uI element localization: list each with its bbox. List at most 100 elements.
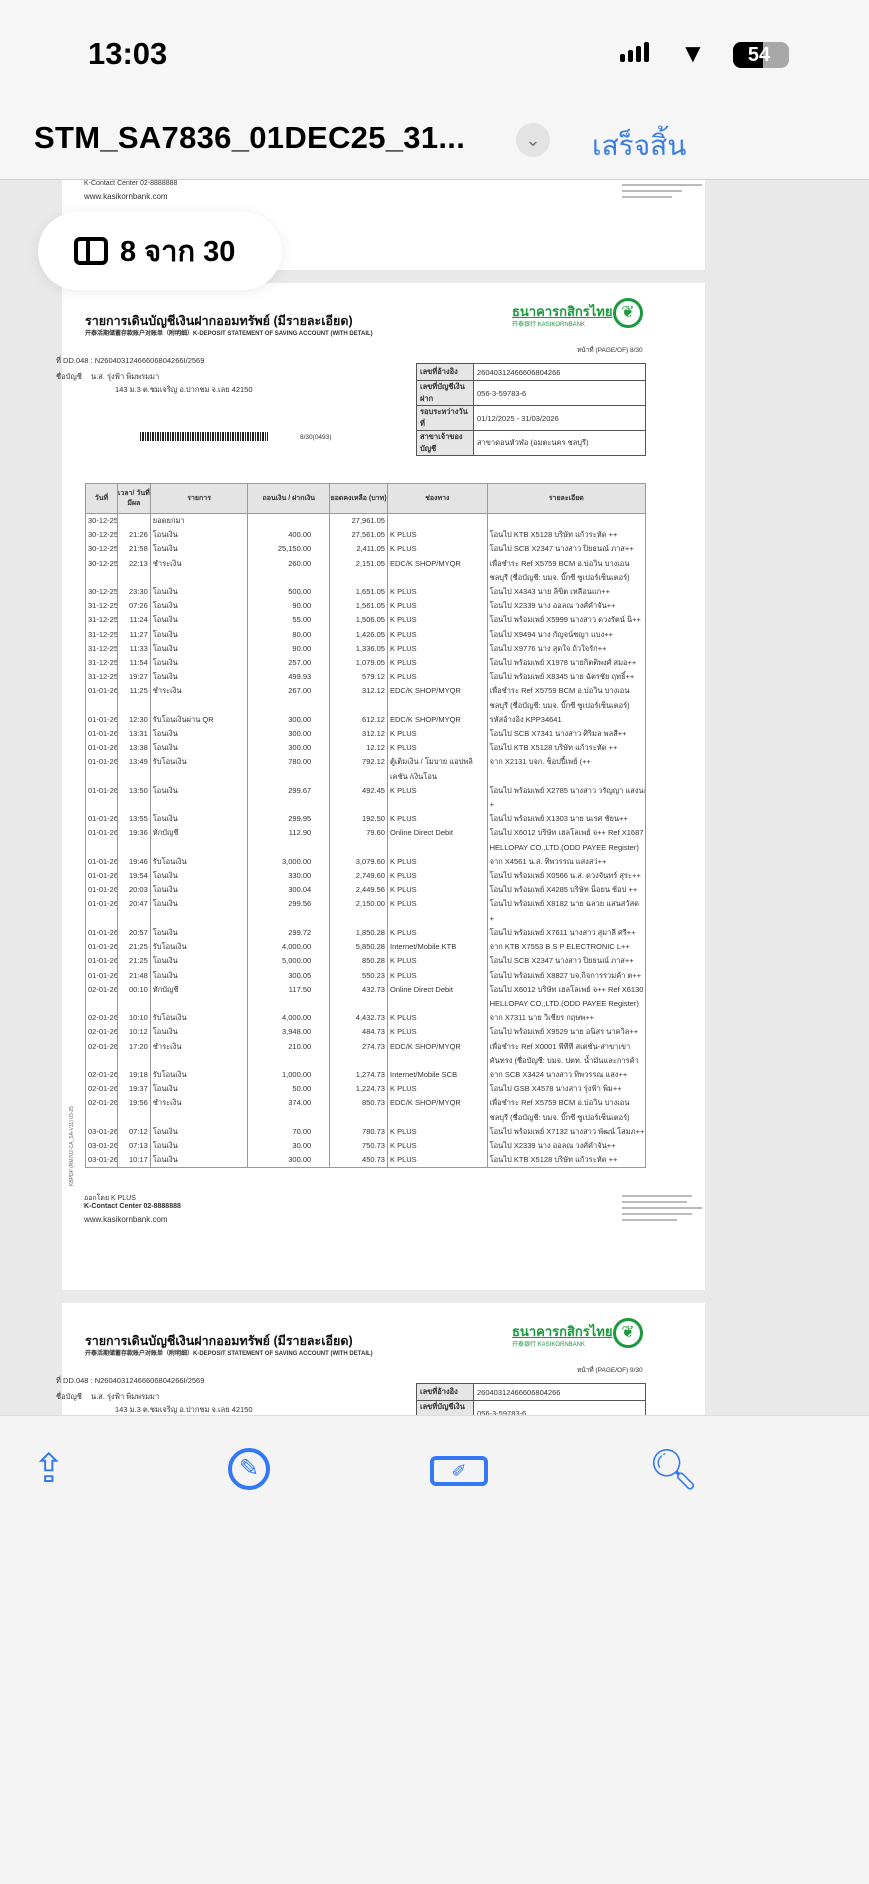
cell bbox=[388, 514, 488, 529]
cell: K PLUS bbox=[388, 968, 488, 983]
cell: 750.73 bbox=[330, 1138, 388, 1154]
search-icon[interactable]: 🔍︎ bbox=[648, 1448, 699, 1492]
cell: โอนไป พร้อมเพย์ X7611 นางสาว สุมาลี ศรี+… bbox=[489, 927, 636, 937]
account-info-table: เลขที่อ้างอิง 26040312466606804266 เลขที่… bbox=[416, 363, 646, 456]
cell: คันทรง (ชื่อบัญชี: บมจ. ปตท. น้ำมันและกา… bbox=[489, 1055, 639, 1065]
column-header: ช่องทาง bbox=[388, 484, 488, 513]
cell bbox=[151, 911, 249, 926]
cell: 1,336.05 bbox=[330, 641, 388, 657]
barcode-code: 8/30(0493) bbox=[300, 434, 332, 441]
table-row: 03-01-26 07:13 โอนเงิน 30.00 750.73 K PLUS โอน… bbox=[86, 1138, 645, 1154]
chevron-down-icon[interactable]: ⌄ bbox=[516, 123, 550, 157]
cell: โอนไป SCB X7341 นางสาว ศิริมล พลสี++ bbox=[489, 729, 627, 739]
cell: โอนเงิน bbox=[151, 1153, 249, 1168]
cell: ชำระเงิน bbox=[151, 684, 249, 699]
cell: ตู้เติมเงิน / โมบาย แอปพลิ bbox=[388, 755, 488, 770]
cell bbox=[86, 996, 118, 1012]
wifi-icon: ▼ bbox=[680, 38, 706, 68]
cell: เพื่อชำระ Ref X0001 พีทีที สเตชั่น-สาขาเ… bbox=[489, 1041, 631, 1051]
share-icon[interactable]: ⇪ bbox=[32, 1447, 66, 1491]
cell bbox=[388, 1053, 488, 1068]
cell: 01-01-26 bbox=[86, 925, 118, 941]
cell: 3,079.60 bbox=[330, 854, 388, 870]
table-row: 01-01-26 13:50 โอนเงิน 299.67 492.45 K PLUS โอ… bbox=[86, 783, 645, 799]
cell: 400.00 bbox=[248, 528, 331, 543]
cell: โอนเงิน bbox=[151, 599, 249, 614]
cell: 499.93 bbox=[248, 670, 331, 685]
cell: 27,561.05 bbox=[330, 528, 388, 543]
table-row: 03-01-26 10:17 โอนเงิน 300.00 450.73 K PLUS โอ… bbox=[86, 1153, 645, 1168]
cell: 300.00 bbox=[248, 727, 331, 742]
cell: 70.00 bbox=[248, 1124, 331, 1139]
cell: 07:12 bbox=[118, 1124, 151, 1139]
statement-title: รายการเดินบัญชีเงินฝากออมทรัพย์ (มีรายละ… bbox=[85, 314, 353, 328]
cell: 300.05 bbox=[248, 968, 331, 983]
cell: EDC/K SHOP/MYQR bbox=[388, 684, 488, 699]
website: www.kasikornbank.com bbox=[84, 192, 168, 201]
page-number: หน้าที่ (PAGE/OF) 9/30 bbox=[577, 1367, 643, 1374]
table-row-continuation: คันทรง (ชื่อบัญชี: บมจ. ปตท. น้ำมันและกา… bbox=[86, 1053, 645, 1068]
cell: 1,651.05 bbox=[330, 585, 388, 600]
signature-icon[interactable]: ✐ bbox=[430, 1456, 488, 1486]
kasikorn-logo: ❦ bbox=[613, 1318, 643, 1348]
cell bbox=[330, 798, 388, 813]
cell: 10:12 bbox=[118, 1025, 151, 1040]
cell: โอนไป พร้อมเพย์ X7132 นางสาว พัฒน์ โสมภ+… bbox=[489, 1126, 645, 1136]
cell: K PLUS bbox=[388, 656, 488, 671]
cell: K PLUS bbox=[388, 1153, 488, 1168]
document-title[interactable]: STM_SA7836_01DEC25_31... bbox=[34, 120, 466, 155]
cell bbox=[118, 996, 151, 1012]
page-indicator[interactable]: 8 จาก 30 bbox=[38, 212, 282, 290]
kasikorn-logo: ❦ bbox=[613, 298, 643, 328]
cell: โอนไป X2339 นาง ออลณ วงศ์คำจัน++ bbox=[489, 1140, 616, 1150]
cell bbox=[330, 996, 388, 1012]
cell: 03-01-26 bbox=[86, 1124, 118, 1139]
cell: 27,961.05 bbox=[330, 514, 388, 529]
table-row: 01-01-26 13:38 โอนเงิน 300.00 12.12 K PLUS โอน… bbox=[86, 741, 645, 756]
cell: โอนไป X4343 นาย ลิขิต เหลือนแก++ bbox=[489, 587, 611, 597]
cell: 25,150.00 bbox=[248, 542, 331, 557]
cell: โอนเงิน bbox=[151, 954, 249, 969]
cell: 23:30 bbox=[118, 585, 151, 600]
table-row: 01-01-26 20:57 โอนเงิน 299.72 1,850.28 K PLUS… bbox=[86, 925, 645, 941]
table-row: 01-01-26 19:46 รับโอนเงิน 3,000.00 3,079.60 K… bbox=[86, 854, 645, 870]
cell: 01-01-26 bbox=[86, 727, 118, 742]
table-row: 01-01-26 13:55 โอนเงิน 299.95 192.50 K PLUS โอ… bbox=[86, 812, 645, 827]
cell: โอนไป พร้อมเพย์ X9529 นาย อนิสร นาควิล++ bbox=[489, 1027, 639, 1037]
cell: K PLUS bbox=[388, 1138, 488, 1154]
bottom-toolbar: ⇪ ✎ ✐ 🔍︎ bbox=[0, 1415, 869, 1884]
cell: 1,426.05 bbox=[330, 627, 388, 642]
table-row: 01-01-26 21:48 โอนเงิน 300.05 550.23 K PLUS โอ… bbox=[86, 968, 645, 983]
cell bbox=[248, 514, 331, 529]
cell: 5,850.28 bbox=[330, 940, 388, 955]
cell bbox=[151, 698, 249, 713]
cell: 02-01-26 bbox=[86, 1039, 118, 1054]
cell: 1,224.73 bbox=[330, 1082, 388, 1097]
cell: หักบัญชี bbox=[151, 826, 249, 841]
cell: 1,000.00 bbox=[248, 1067, 331, 1083]
cell bbox=[248, 570, 331, 586]
cell: จาก X2131 บจก. ช็อปปี้เพย์ (++ bbox=[489, 757, 591, 767]
cell: 11:33 bbox=[118, 641, 151, 657]
contact-center: K-Contact Center 02-8888888 bbox=[84, 180, 178, 187]
cell: 3,000.00 bbox=[248, 854, 331, 870]
table-row: 02-01-26 17:20 ชำระเงิน 210.00 274.73 EDC/K S… bbox=[86, 1039, 645, 1054]
cell: 13:31 bbox=[118, 727, 151, 742]
cell bbox=[248, 1110, 331, 1125]
table-row: 31-12-25 07:26 โอนเงิน 90.00 1,561.05 K PLUS โ… bbox=[86, 599, 645, 614]
cell: 03-01-26 bbox=[86, 1153, 118, 1168]
cell: โอนเงิน bbox=[151, 641, 249, 657]
cell: HELLOPAY CO.,LTD.(ODD PAYEE Register) bbox=[489, 842, 639, 852]
cell: 450.73 bbox=[330, 1153, 388, 1168]
cell: 31-12-25 bbox=[86, 627, 118, 642]
cell: 257.00 bbox=[248, 656, 331, 671]
done-button[interactable]: เสร็จสิ้น bbox=[592, 130, 687, 161]
cell bbox=[151, 840, 249, 855]
statement-subtitle: 开泰活期储蓄存款账户对账单（附明细）K-DEPOSIT STATEMENT OF… bbox=[85, 1351, 373, 1357]
cell bbox=[388, 840, 488, 855]
cell: โอนเงิน bbox=[151, 812, 249, 827]
cell: 01-01-26 bbox=[86, 741, 118, 756]
cell: K PLUS bbox=[388, 542, 488, 557]
table-row: 31-12-25 11:27 โอนเงิน 80.00 1,426.05 K PLUS โ… bbox=[86, 627, 645, 642]
markup-icon[interactable]: ✎ bbox=[228, 1448, 270, 1490]
